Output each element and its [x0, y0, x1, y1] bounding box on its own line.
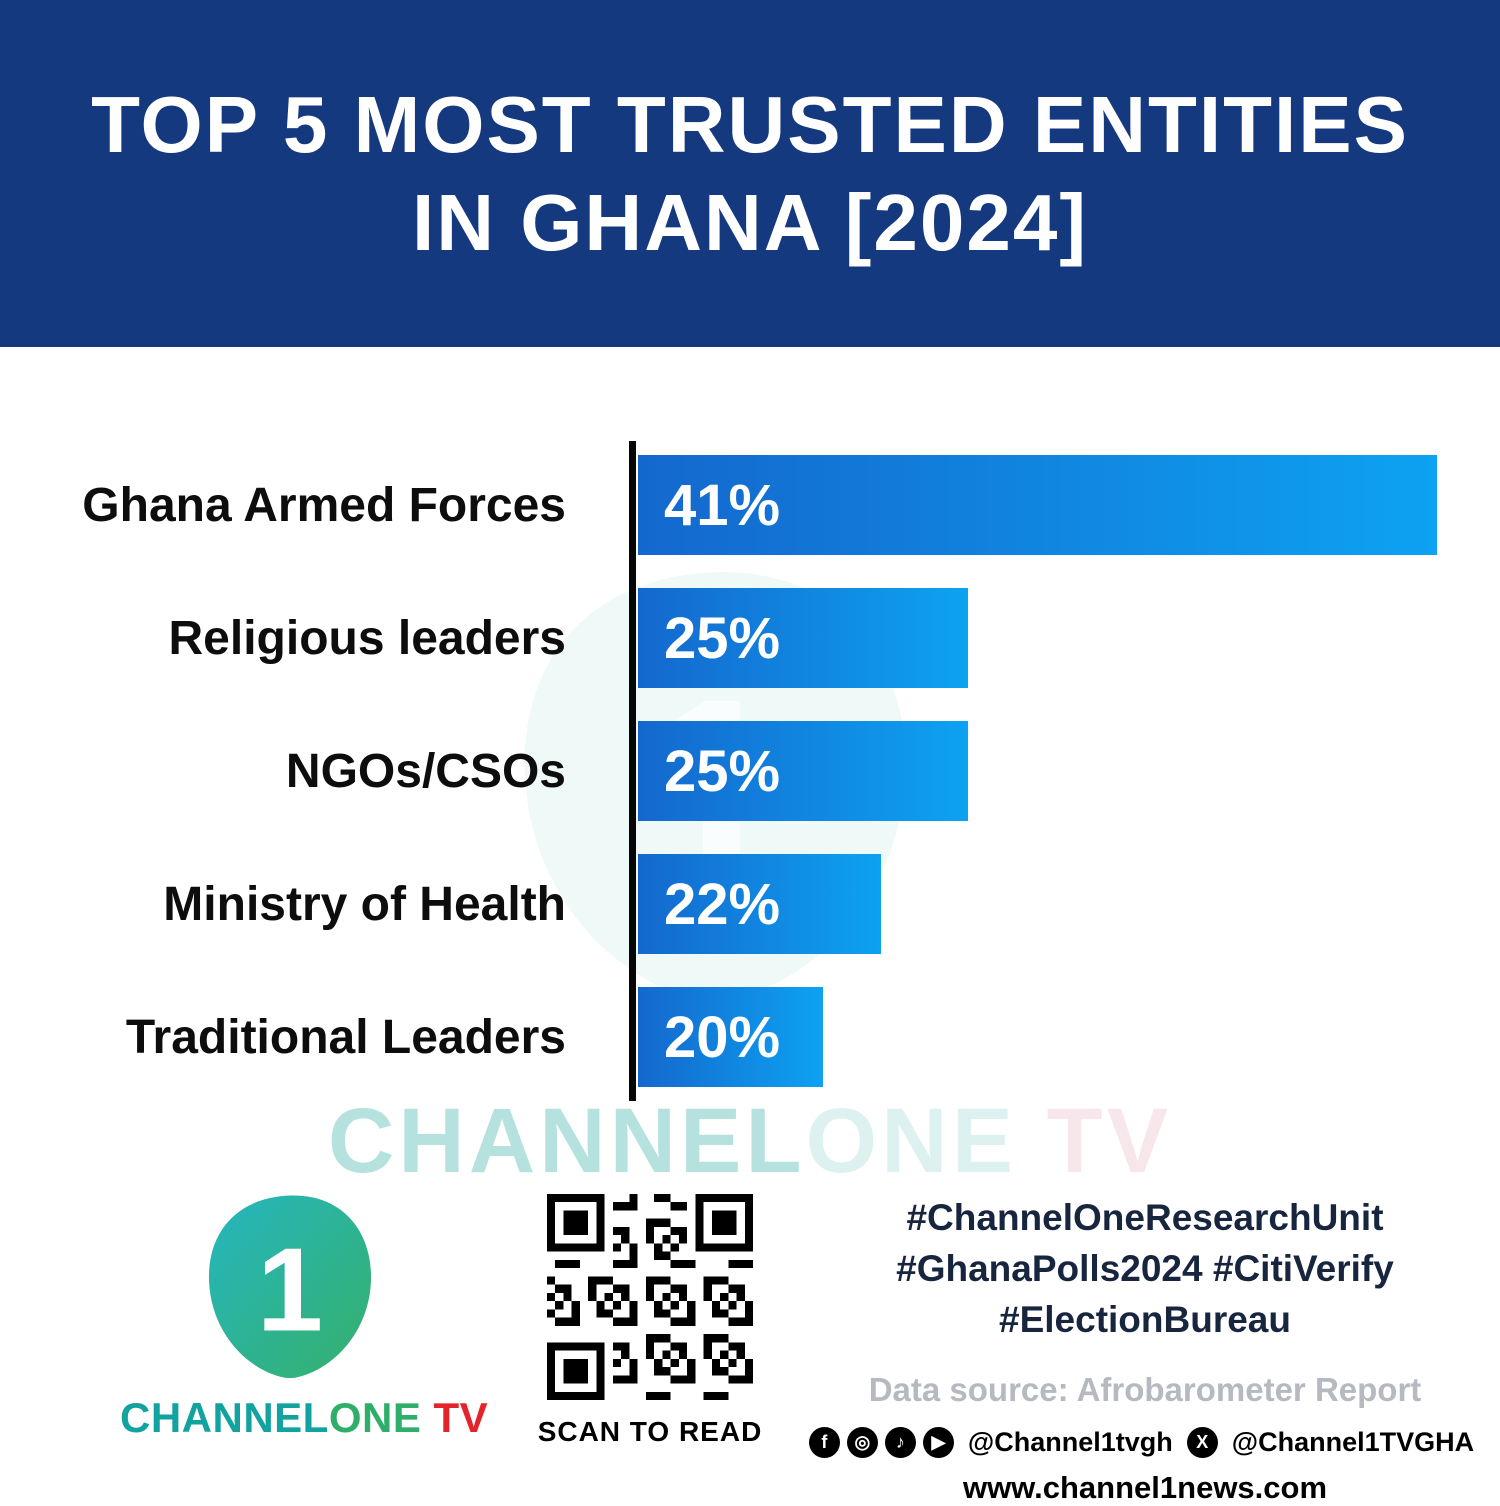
x-icon: X [1186, 1427, 1218, 1459]
chart-row: Religious leaders 25% [0, 588, 1500, 688]
chart-row: NGOs/CSOs 25% [0, 721, 1500, 821]
value-label: 25% [664, 738, 781, 804]
handle-main: @Channel1tvgh [967, 1427, 1173, 1458]
bar: 41% [638, 455, 1438, 555]
bar-area: 25% [602, 588, 1500, 688]
instagram-icon: ◎ [846, 1427, 878, 1459]
bar-area: 22% [602, 854, 1500, 954]
qr-caption: SCAN TO READ [537, 1416, 763, 1447]
category-label: NGOs/CSOs [285, 744, 566, 798]
qr-block: SCAN TO READ [537, 1194, 763, 1448]
category-label: Religious leaders [168, 611, 566, 665]
hashtag-line-2: #GhanaPolls2024 #CitiVerify [896, 1248, 1394, 1290]
category-label: Ghana Armed Forces [82, 478, 566, 532]
social-row: f ◎ ♪ ▶ @Channel1tvgh X @Channel1TVGHA [808, 1427, 1474, 1459]
watermark-tv: TV [1017, 1090, 1173, 1192]
page-title: TOP 5 MOST TRUSTED ENTITIES IN GHANA [20… [91, 76, 1409, 271]
chart-rows: Ghana Armed Forces 41% Religious leaders… [0, 455, 1500, 1087]
bar-area: 25% [602, 721, 1500, 821]
chart-row: Traditional Leaders 20% [0, 987, 1500, 1087]
facebook-icon: f [808, 1427, 840, 1459]
bar-chart: 1 Ghana Armed Forces 41% Religious leade… [0, 441, 1500, 1101]
value-label: 22% [664, 871, 781, 937]
wordmark-one: ONE [328, 1394, 422, 1441]
header: TOP 5 MOST TRUSTED ENTITIES IN GHANA [20… [0, 0, 1500, 347]
category-label: Ministry of Health [163, 877, 566, 931]
bar: 22% [638, 854, 882, 954]
website-url: www.channel1news.com [962, 1470, 1328, 1506]
tiktok-icon: ♪ [884, 1427, 916, 1459]
watermark-text: CHANNELONE TV [0, 1089, 1500, 1194]
bar: 25% [638, 721, 969, 821]
wordmark-tv: TV [421, 1394, 489, 1441]
bar: 25% [638, 588, 969, 688]
channel-one-logo-block: 1 CHANNELONE TV [120, 1186, 488, 1442]
chart-axis [629, 441, 636, 1101]
hashtag-line-1: #ChannelOneResearchUnit [906, 1197, 1384, 1238]
bar-area: 20% [602, 987, 1500, 1087]
watermark-channel: CHANNEL [327, 1090, 806, 1192]
bar-area: 41% [602, 455, 1500, 555]
wordmark-channel: CHANNEL [120, 1394, 329, 1441]
value-label: 25% [664, 605, 781, 671]
hashtag-line-3: #ElectionBureau [999, 1299, 1291, 1341]
title-line-2: IN GHANA [2024] [411, 177, 1089, 267]
qr-code [547, 1194, 753, 1400]
chart-row: Ministry of Health 22% [0, 854, 1500, 954]
category-label: Traditional Leaders [125, 1010, 566, 1064]
value-label: 41% [664, 472, 781, 538]
data-source: Data source: Afrobarometer Report [868, 1371, 1422, 1409]
footer: 1 CHANNELONE TV SCAN TO READ #ChannelOne… [0, 1182, 1500, 1505]
watermark-one: ONE [805, 1090, 1017, 1192]
credits-block: #ChannelOneResearchUnit #GhanaPolls2024 … [808, 1192, 1474, 1506]
value-label: 20% [664, 1004, 781, 1070]
svg-text:1: 1 [257, 1224, 323, 1357]
youtube-icon: ▶ [922, 1427, 954, 1459]
channel-one-wordmark: CHANNELONE TV [120, 1394, 488, 1442]
title-line-1: TOP 5 MOST TRUSTED ENTITIES [91, 79, 1409, 169]
chart-row: Ghana Armed Forces 41% [0, 455, 1500, 555]
channel-one-logo-icon: 1 [208, 1195, 372, 1379]
bar: 20% [638, 987, 824, 1087]
handle-x: @Channel1TVGHA [1231, 1427, 1475, 1458]
